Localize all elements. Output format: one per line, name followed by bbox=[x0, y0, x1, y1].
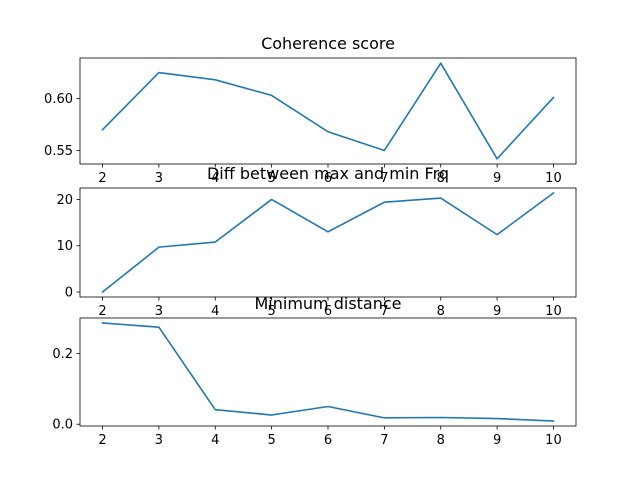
x-tick-label-3-9: 9 bbox=[493, 433, 501, 448]
x-tick-label-3-6: 6 bbox=[324, 433, 332, 448]
subplot-3: 2 3 4 5 6 7 8 9 10 0.0 0.2 Minimum distance bbox=[52, 294, 577, 448]
subplot-2: 2 3 4 5 6 7 8 9 10 0 10 20 Diff between max and min … bbox=[56, 164, 577, 319]
y-tick-label-1-0: 0.55 bbox=[44, 144, 73, 159]
y-tick-label-3-0: 0.0 bbox=[52, 418, 73, 433]
x-tick-label-1-10: 10 bbox=[545, 171, 562, 186]
x-tick-label-3-3: 3 bbox=[155, 433, 163, 448]
x-tick-label-2-9: 9 bbox=[493, 304, 501, 319]
x-tick-label-3-10: 10 bbox=[545, 433, 562, 448]
y-tick-label-2-1: 10 bbox=[56, 239, 73, 254]
x-tick-label-1-8: 8 bbox=[437, 171, 445, 186]
x-tick-label-2-5: 5 bbox=[267, 304, 275, 319]
x-tick-label-1-7: 7 bbox=[380, 171, 388, 186]
subplot-1: 2 3 4 5 6 7 8 9 10 0.55 0.60 Coherence score bbox=[44, 34, 577, 186]
chart-title-2: Diff between max and min Frq bbox=[207, 164, 449, 183]
x-tick-label-2-6: 6 bbox=[324, 304, 332, 319]
x-tick-label-3-4: 4 bbox=[211, 433, 219, 448]
x-tick-label-2-3: 3 bbox=[155, 304, 163, 319]
x-tick-label-1-9: 9 bbox=[493, 171, 501, 186]
x-tick-label-3-7: 7 bbox=[380, 433, 388, 448]
x-tick-label-2-10: 10 bbox=[545, 304, 562, 319]
axes-frame-1 bbox=[79, 57, 577, 165]
x-tick-label-1-3: 3 bbox=[155, 171, 163, 186]
x-tick-label-2-8: 8 bbox=[437, 304, 445, 319]
axes-frame-3 bbox=[79, 317, 577, 427]
x-tick-label-2-4: 4 bbox=[211, 304, 219, 319]
x-tick-label-1-6: 6 bbox=[324, 171, 332, 186]
subplots: 2 3 4 5 6 7 8 9 10 0.55 0.60 Coherence score 2 3 4 5 6 7 8… bbox=[44, 34, 577, 448]
x-tick-label-2-7: 7 bbox=[380, 304, 388, 319]
x-tick-label-1-2: 2 bbox=[98, 171, 106, 186]
y-tick-label-3-1: 0.2 bbox=[52, 347, 73, 362]
x-tick-label-1-4: 4 bbox=[211, 171, 219, 186]
y-tick-label-2-0: 0 bbox=[65, 286, 73, 301]
y-tick-label-2-2: 20 bbox=[56, 193, 73, 208]
chart-title-1: Coherence score bbox=[261, 34, 395, 53]
x-tick-label-2-2: 2 bbox=[98, 304, 106, 319]
chart-title-3: Minimum distance bbox=[254, 294, 401, 313]
series-line-2-1 bbox=[101, 191, 555, 294]
series-line-1-1 bbox=[101, 62, 555, 160]
x-tick-label-3-5: 5 bbox=[267, 433, 275, 448]
series-line-3-1 bbox=[101, 322, 555, 422]
y-tick-label-1-1: 0.60 bbox=[44, 92, 73, 107]
x-tick-label-3-2: 2 bbox=[98, 433, 106, 448]
x-tick-label-1-5: 5 bbox=[267, 171, 275, 186]
axes-frame-2 bbox=[79, 187, 577, 298]
x-tick-label-3-8: 8 bbox=[437, 433, 445, 448]
